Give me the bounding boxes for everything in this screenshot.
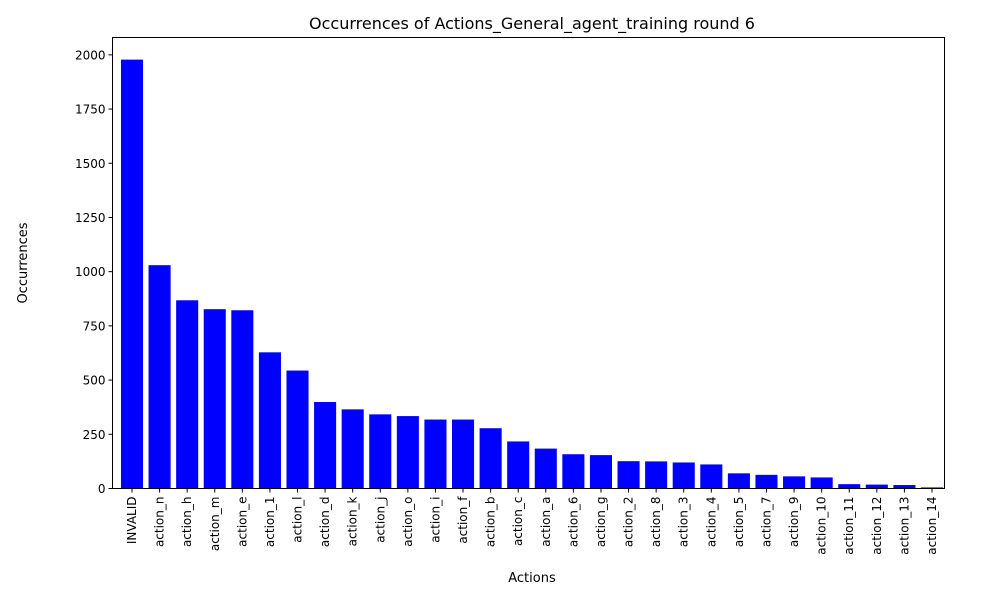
x-tick-label: action_g [594,497,608,548]
bar-action_5 [727,473,750,489]
x-tick-label: action_4 [704,497,718,548]
bar-action_10 [810,477,833,489]
x-tick-label: action_11 [842,497,856,555]
bar-action_b [479,428,502,489]
y-tick-label: 500 [83,374,106,388]
x-tick-label: action_2 [622,497,636,548]
x-tick-label: action_1 [263,497,277,548]
x-tick-label: action_6 [566,497,580,548]
y-tick-label: 750 [83,319,106,333]
x-axis-label: Actions [508,571,556,586]
bar-action_7 [755,474,778,489]
y-axis: 0 250 500 750 1000 1250 1500 1750 2000 [75,48,113,496]
bar-action_j [369,414,392,489]
x-tick-label: action_12 [870,497,884,555]
bar-action_i [424,419,447,489]
y-tick-label: 0 [98,482,106,496]
bar-action_2 [617,461,640,489]
x-tick-label: action_9 [787,497,801,548]
bar-action_o [396,416,419,489]
y-tick-label: 2000 [75,48,106,62]
x-tick-label: action_14 [925,497,939,555]
x-tick-label: action_13 [897,497,911,555]
bars-group [120,59,944,489]
x-tick-label: action_l [291,497,305,543]
x-tick-label: action_i [428,497,442,543]
bar-action_1 [258,352,281,489]
x-tick-label: action_k [346,496,360,546]
x-tick-label: action_b [484,497,498,548]
bar-action_g [589,455,612,489]
bar-action_14 [920,487,944,489]
chart-title: Occurrences of Actions_General_agent_tra… [309,14,755,34]
x-tick-label: action_3 [677,497,691,548]
bar-action_n [148,265,171,489]
x-tick-label: action_f [456,496,470,544]
y-tick-label: 1750 [75,103,106,117]
y-tick-label: 1000 [75,265,106,279]
x-tick-label: action_5 [732,497,746,548]
bar-action_a [534,448,557,489]
bar-INVALID [120,59,144,489]
bar-action_6 [562,454,585,489]
y-tick-label: 1250 [75,211,106,225]
bar-action_3 [672,462,695,489]
bar-action_k [341,409,364,489]
bar-action_m [203,309,226,489]
x-tick-label: action_10 [815,497,829,555]
y-axis-label: Occurrences [16,222,31,303]
bar-action_l [286,370,309,489]
x-tick-label: action_h [180,497,194,548]
y-tick-label: 250 [83,428,106,442]
plot-frame [112,37,945,489]
bar-action_f [452,419,475,489]
bar-action_8 [645,461,668,489]
x-tick-label: INVALID [125,497,139,545]
bar-action_4 [700,464,723,489]
bar-action_13 [893,485,916,489]
bar-action_c [507,441,530,489]
x-tick-label: action_e [235,497,249,547]
x-tick-label: action_d [318,497,332,548]
x-tick-label: action_c [511,497,525,547]
bar-action_11 [838,484,861,489]
bar-action_e [231,310,254,489]
x-tick-label: action_m [208,497,222,552]
x-tick-label: action_o [401,497,415,547]
x-tick-label: action_a [539,497,553,547]
y-tick-label: 1500 [75,157,106,171]
bar-action_h [176,300,199,489]
x-tick-label: action_j [373,497,387,543]
bar-action_12 [865,484,888,489]
x-tick-label: action_8 [649,497,663,548]
x-tick-label: action_n [153,497,167,548]
x-tick-label: action_7 [759,497,773,548]
bar-action_d [314,401,337,489]
x-axis: INVALID action_n action_h action_m action_e a… [125,488,939,555]
bar-action_9 [783,476,806,489]
